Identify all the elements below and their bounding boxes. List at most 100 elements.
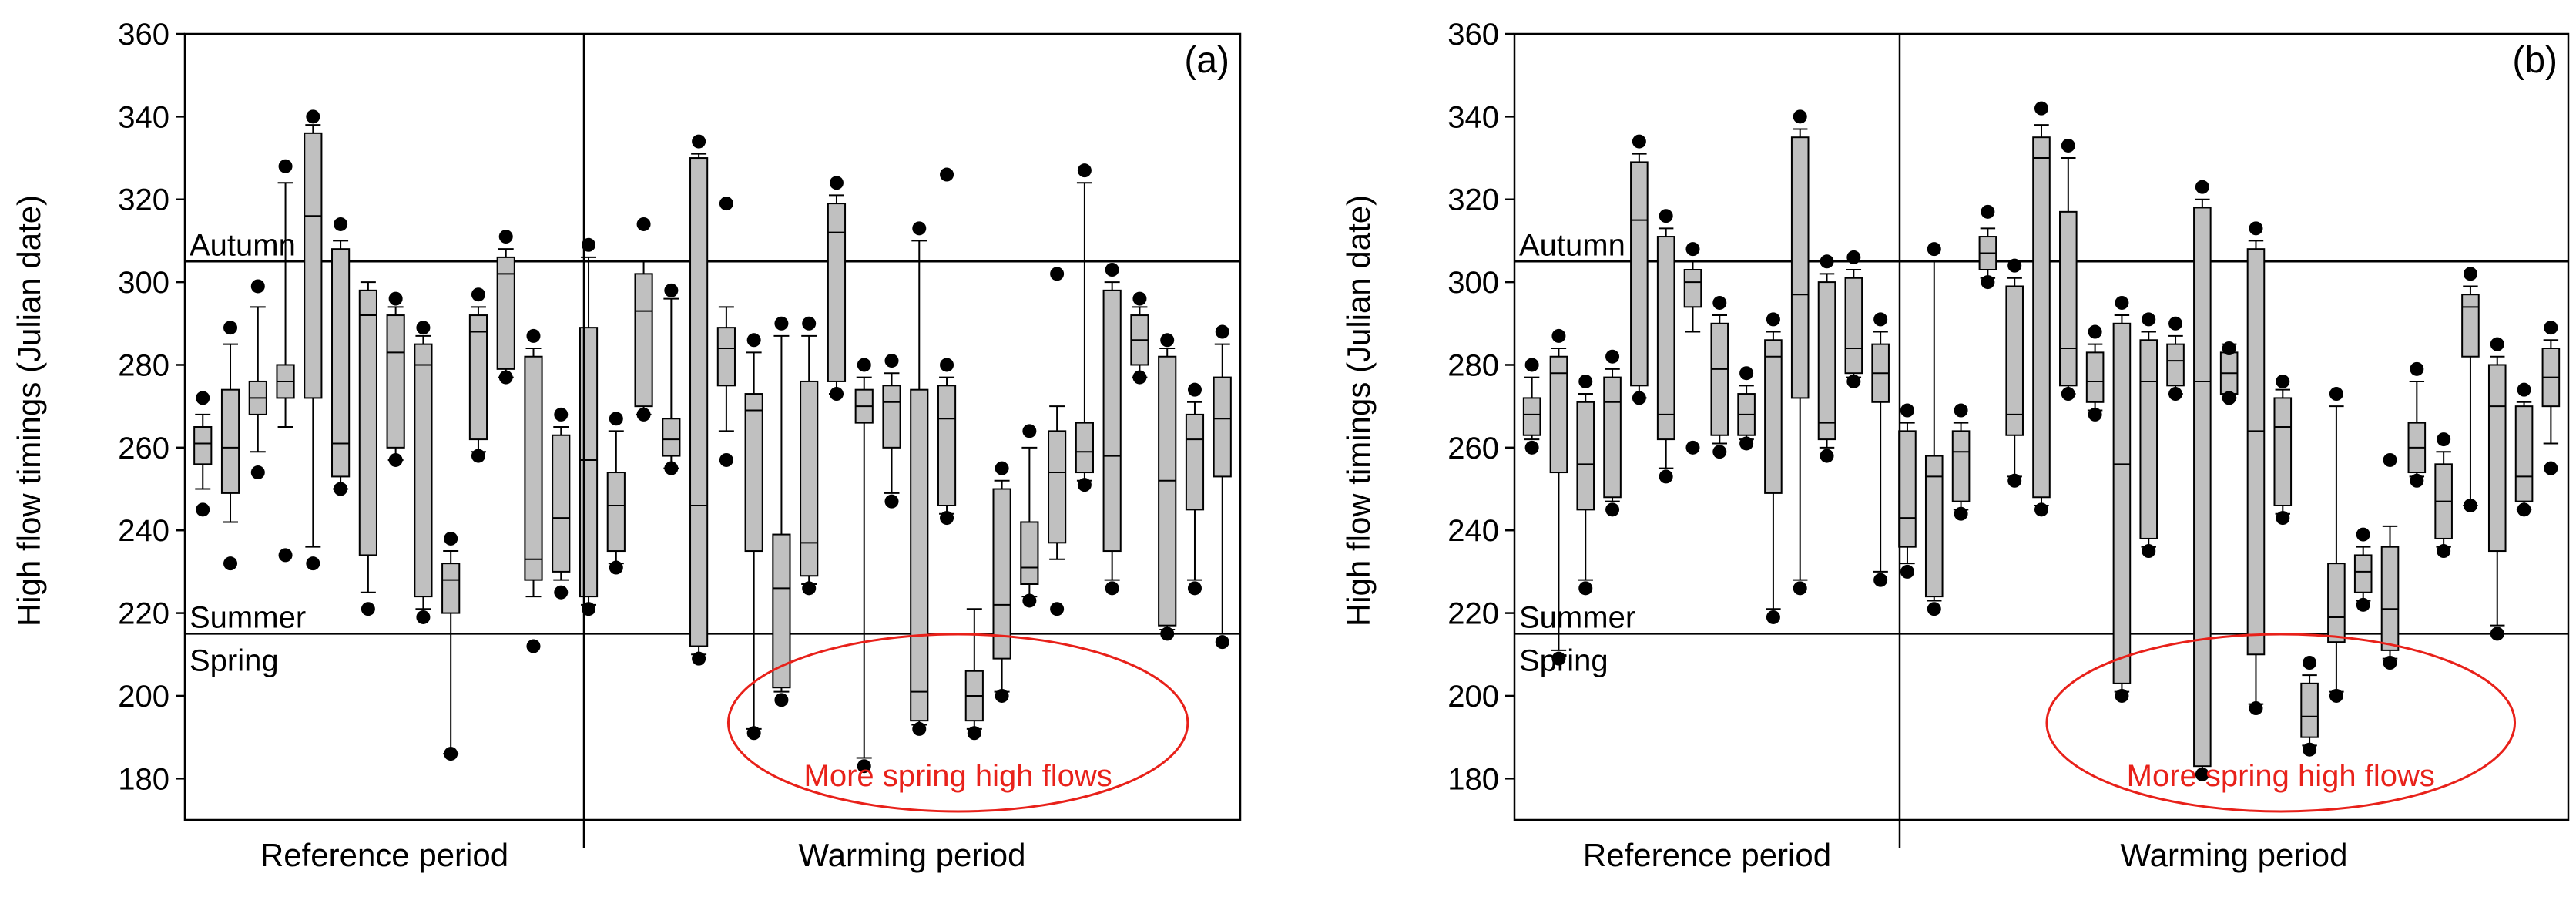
box-6 (1656, 209, 1675, 484)
y-tick-label: 320 (118, 183, 169, 217)
outlier-point (1578, 374, 1593, 388)
outlier-point (1873, 573, 1888, 587)
outlier-point (1766, 312, 1780, 327)
box-9 (1737, 366, 1756, 451)
y-tick-label: 240 (1447, 514, 1499, 548)
outlier-point (526, 639, 541, 653)
box-body (744, 393, 763, 553)
box-8 (386, 291, 405, 467)
y-tick-label: 300 (118, 266, 169, 300)
box-38 (1213, 324, 1232, 650)
outlier-point (2249, 701, 2263, 716)
box-5 (304, 109, 323, 571)
outlier-point (1766, 610, 1780, 624)
outlier-point (2517, 382, 2531, 397)
y-tick-label: 360 (1447, 18, 1499, 52)
outlier-point (196, 391, 210, 405)
outlier-point (664, 461, 679, 475)
box-31 (1020, 424, 1039, 608)
outlier-point (609, 412, 623, 426)
box-4 (1603, 349, 1622, 517)
outlier-point (2168, 387, 2183, 401)
group-label-warming: Warming period (2121, 837, 2348, 873)
outlier-point (334, 217, 348, 231)
outlier-point (471, 287, 485, 302)
outlier-point (1793, 581, 1807, 596)
outlier-point (582, 602, 596, 616)
box-body (358, 289, 377, 556)
outlier-point (884, 494, 899, 509)
box-4 (276, 159, 295, 563)
box-body (579, 327, 599, 598)
outlier-point (967, 726, 981, 741)
outlier-point (940, 358, 954, 372)
box-26 (2193, 180, 2212, 781)
box-body (2273, 397, 2293, 507)
box-23 (800, 316, 819, 596)
outlier-point (1927, 242, 1941, 257)
box-38 (2514, 382, 2534, 517)
outlier-point (1820, 254, 1834, 269)
box-18 (1978, 204, 1997, 290)
annotation-text: More spring high flows (804, 759, 1112, 793)
box-body (220, 388, 240, 494)
plot-frame (1513, 32, 2570, 848)
season-label-summer: Summer (190, 600, 306, 634)
y-tick-label: 320 (1447, 183, 1499, 217)
outlier-point (444, 531, 458, 546)
box-body (910, 388, 929, 722)
box-11 (1790, 109, 1810, 596)
box-body (662, 418, 681, 457)
box-body (2085, 351, 2105, 403)
outlier-point (2034, 101, 2048, 116)
outlier-point (829, 387, 844, 401)
box-20 (2032, 101, 2051, 517)
outlier-point (912, 721, 927, 736)
outlier-point (1793, 109, 1807, 124)
box-1 (1522, 358, 1541, 455)
box-17 (634, 217, 653, 422)
outlier-point (2410, 361, 2424, 376)
panel-label: (a) (1184, 40, 1229, 81)
panel-b: High flow timings (Julian date) 180 200 22… (1340, 18, 2570, 873)
outlier-point (1215, 324, 1229, 339)
outlier-point (1215, 635, 1229, 650)
box-body (2005, 285, 2024, 436)
box-body (2327, 563, 2346, 643)
outlier-point (1685, 242, 1700, 257)
outlier-point (774, 316, 789, 331)
outlier-point (1873, 312, 1888, 327)
y-tick-label: 240 (118, 514, 169, 548)
outlier-point (1050, 602, 1065, 616)
box-34 (1102, 263, 1122, 596)
box-body (772, 533, 791, 689)
outlier-point (2222, 391, 2236, 405)
box-7 (358, 281, 377, 616)
outlier-point (2276, 374, 2290, 388)
box-35 (2434, 432, 2453, 559)
outlier-point (1846, 250, 1861, 264)
outlier-point (223, 556, 238, 571)
box-body (1844, 277, 1863, 375)
outlier-point (2356, 527, 2370, 542)
outlier-point (1022, 593, 1037, 608)
box-body (827, 203, 847, 382)
outlier-point (416, 321, 431, 335)
y-tick-label: 340 (118, 100, 169, 134)
outlier-point (995, 688, 1009, 703)
outlier-point (1739, 366, 1754, 381)
outlier-point (444, 747, 458, 761)
box-body (1048, 430, 1067, 544)
box-body (1817, 281, 1836, 441)
outlier-point (498, 370, 513, 385)
box-35 (1130, 291, 1149, 385)
box-20 (716, 197, 736, 467)
box-19 (2005, 258, 2024, 488)
box-body (2380, 546, 2400, 651)
box-body (1790, 136, 1810, 399)
outlier-point (471, 448, 485, 463)
box-26 (882, 354, 901, 509)
outlier-point (1160, 627, 1175, 641)
box-31 (2327, 387, 2346, 703)
outlier-point (1524, 358, 1539, 372)
